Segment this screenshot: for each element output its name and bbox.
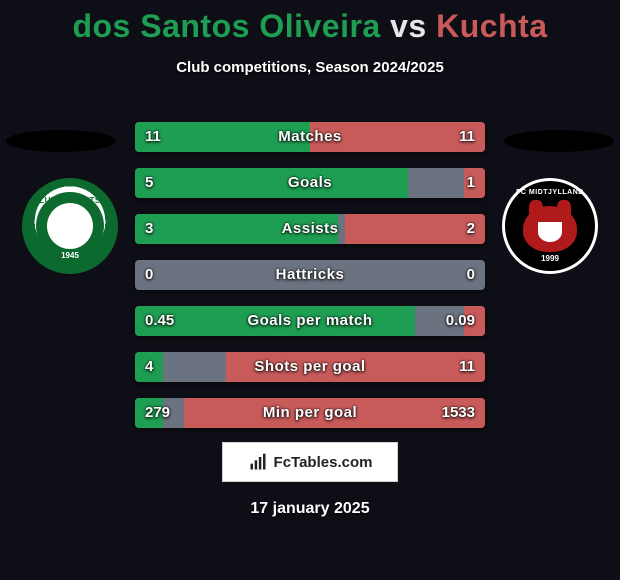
stat-row: 2791533Min per goal xyxy=(135,398,485,428)
stat-label: Shots per goal xyxy=(135,352,485,382)
title-vs: vs xyxy=(390,8,427,44)
title-player2: Kuchta xyxy=(436,8,547,44)
title-player1: dos Santos Oliveira xyxy=(72,8,380,44)
stat-row: 0.450.09Goals per match xyxy=(135,306,485,336)
chart-icon xyxy=(248,452,268,472)
player1-shadow xyxy=(6,130,116,152)
page-title: dos Santos Oliveira vs Kuchta xyxy=(0,0,620,45)
brand-logo: FcTables.com xyxy=(222,442,398,482)
comparison-infographic: dos Santos Oliveira vs Kuchta Club compe… xyxy=(0,0,620,580)
wolf-face-icon xyxy=(538,222,562,242)
stat-label: Goals xyxy=(135,168,485,198)
team1-badge: LUDOGORETS 1945 xyxy=(22,178,118,274)
eagle-icon xyxy=(47,203,93,249)
stat-label: Matches xyxy=(135,122,485,152)
stat-row: 32Assists xyxy=(135,214,485,244)
stat-row: 411Shots per goal xyxy=(135,352,485,382)
stat-row: 1111Matches xyxy=(135,122,485,152)
player2-shadow xyxy=(504,130,614,152)
stat-label: Hattricks xyxy=(135,260,485,290)
stat-label: Goals per match xyxy=(135,306,485,336)
team2-badge-year: 1999 xyxy=(505,254,595,263)
footer-date: 17 january 2025 xyxy=(0,500,620,518)
stat-row: 00Hattricks xyxy=(135,260,485,290)
stat-row: 51Goals xyxy=(135,168,485,198)
wolf-head-icon xyxy=(523,206,577,252)
brand-text: FcTables.com xyxy=(274,454,373,471)
team2-badge-name: FC MIDTJYLLAND xyxy=(505,189,595,196)
stat-label: Assists xyxy=(135,214,485,244)
team1-badge-year: 1945 xyxy=(26,251,114,260)
subtitle: Club competitions, Season 2024/2025 xyxy=(0,59,620,76)
team1-badge-inner xyxy=(36,192,104,260)
stat-bars: 1111Matches 51Goals 32Assists 00Hattricks 0.… xyxy=(135,122,485,444)
team2-badge: FC MIDTJYLLAND 1999 xyxy=(502,178,598,274)
stat-label: Min per goal xyxy=(135,398,485,428)
